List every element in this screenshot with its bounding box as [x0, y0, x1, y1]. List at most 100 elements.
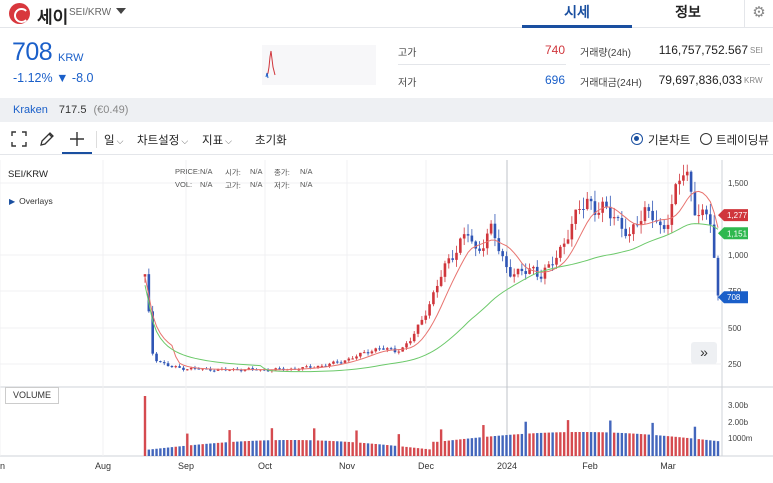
candle-body — [570, 223, 574, 240]
fullscreen-icon[interactable] — [10, 130, 28, 148]
candle-body — [474, 241, 478, 249]
exchange-name[interactable]: Kraken — [13, 104, 48, 116]
ma-short-line — [144, 190, 719, 371]
price-unit: KRW — [58, 52, 84, 64]
coin-pair[interactable]: SEI/KRW — [69, 7, 112, 18]
indicators-dropdown[interactable]: 지표 ⌵ — [202, 132, 232, 148]
volume-bar — [505, 435, 508, 456]
tab-info[interactable]: 정보 — [675, 4, 701, 20]
candle-body — [162, 362, 166, 364]
volume-bar — [536, 433, 539, 456]
volume-bar — [455, 439, 458, 456]
coin-name[interactable]: 세이 — [37, 8, 69, 27]
volume-bar — [459, 439, 462, 456]
candle-body — [466, 234, 470, 236]
chevron-down-icon: ⌵ — [116, 136, 124, 146]
candle-body — [212, 370, 216, 372]
volume-bar — [693, 426, 697, 456]
chevron-down-icon[interactable] — [116, 8, 126, 14]
x-tick-label: Sep — [178, 461, 194, 471]
candle-body — [412, 333, 416, 342]
volume-bar — [424, 448, 427, 456]
candle-body — [305, 366, 308, 368]
volume-bar — [605, 432, 608, 456]
candle-body — [566, 239, 570, 244]
candle-body — [543, 267, 547, 279]
volume-bar — [512, 434, 516, 456]
price-chart[interactable]: 1,5001,000750500250nAugSepOctNovDec2024F… — [0, 156, 773, 483]
sparkline-line — [266, 50, 276, 76]
candle-body — [493, 223, 497, 239]
volume-bar — [193, 444, 197, 456]
volume-bar — [236, 441, 239, 456]
readout-price-label: PRICE: — [175, 167, 201, 176]
basic-chart-radio[interactable] — [631, 133, 643, 145]
candle-body — [651, 210, 654, 221]
reset-button[interactable]: 초기화 — [255, 135, 287, 147]
volume-bar — [528, 433, 531, 456]
volume-bar — [397, 434, 401, 456]
candle-body — [616, 217, 620, 219]
candle-body — [620, 217, 624, 229]
volume-bar — [359, 442, 362, 456]
volume-bar — [232, 441, 235, 456]
volume-bar — [559, 432, 562, 456]
candle-body — [378, 348, 381, 350]
crosshair-icon[interactable] — [68, 130, 86, 148]
candle-body — [509, 267, 512, 277]
tradingview-radio[interactable] — [700, 133, 712, 145]
candle-body — [524, 271, 528, 274]
volume-bar — [555, 432, 558, 456]
candle-body — [709, 214, 712, 225]
interval-dropdown[interactable]: 일 ⌵ — [104, 132, 123, 148]
volume-bar — [547, 432, 550, 456]
readout-low-label: 저가: — [274, 181, 290, 190]
volume-bar — [412, 447, 416, 456]
volume-bar — [378, 444, 381, 456]
pencil-icon[interactable] — [38, 130, 56, 148]
candle-body — [182, 367, 185, 370]
candle-body — [170, 366, 174, 368]
overlays-toggle[interactable]: ▶ Overlays — [9, 196, 53, 206]
candle-body — [405, 343, 408, 348]
price-badge-label: 708 — [727, 293, 741, 302]
scroll-right-button[interactable]: » — [691, 342, 717, 364]
chart-settings-dropdown[interactable]: 차트설정 ⌵ — [137, 132, 188, 148]
volume-bar — [609, 420, 612, 456]
candle-body — [462, 234, 466, 239]
volume-bar — [313, 428, 316, 456]
turnover-label: 거래대금(24H) — [580, 78, 642, 89]
candle-body — [424, 315, 428, 320]
tab-market[interactable]: 시세 — [522, 0, 632, 28]
volume-bar — [213, 443, 216, 456]
basic-chart-label[interactable]: 기본차트 — [648, 135, 691, 147]
readout-close: N/A — [300, 167, 313, 176]
volume-bar — [589, 432, 593, 456]
volume-bar — [701, 439, 704, 456]
price-badge — [718, 209, 748, 222]
candle-body — [201, 368, 204, 370]
y-tick-label: 1,000 — [728, 251, 749, 260]
candle-body — [701, 209, 704, 216]
volume-bar — [489, 436, 493, 456]
gear-icon[interactable]: ⚙ — [744, 0, 773, 28]
volume-bar — [247, 440, 251, 456]
candle-body — [597, 212, 601, 215]
volume-bar — [266, 440, 270, 456]
candle-body — [459, 238, 462, 253]
candle-body — [585, 198, 589, 210]
volume-bar — [662, 435, 666, 456]
volume-bar — [474, 437, 477, 456]
sei-logo-icon — [9, 3, 30, 24]
volume-bar — [616, 432, 620, 456]
candle-body — [632, 224, 635, 235]
volume-bar — [155, 448, 158, 456]
chart-toolbar: 일 ⌵ 차트설정 ⌵ 지표 ⌵ 초기화 기본차트 트레이딩뷰 — [0, 124, 773, 155]
volume-bar — [305, 440, 308, 456]
y-tick-label: 500 — [728, 324, 742, 333]
candle-body — [247, 368, 251, 370]
volume-bar — [263, 440, 266, 456]
x-tick-label: Feb — [582, 461, 598, 471]
tradingview-label[interactable]: 트레이딩뷰 — [716, 135, 769, 147]
price-badge-label: 1,151 — [727, 229, 748, 238]
